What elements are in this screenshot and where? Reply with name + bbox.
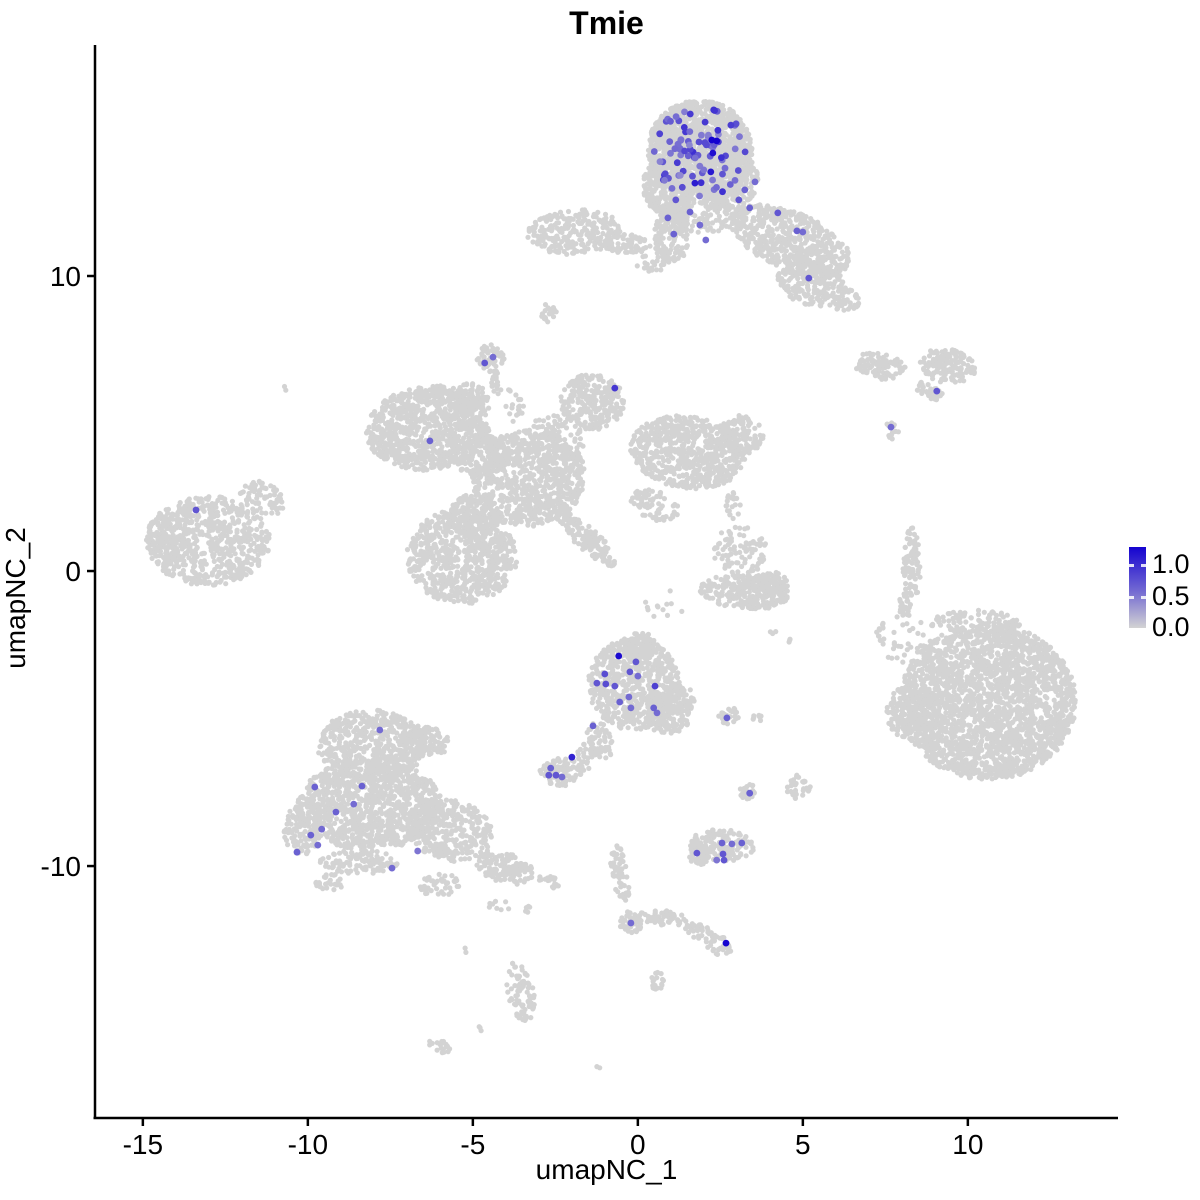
x-axis-title: umapNC_1 [535, 1154, 678, 1185]
y-axis-title: umapNC_2 [0, 527, 31, 669]
plot-title: Tmie [569, 5, 644, 41]
